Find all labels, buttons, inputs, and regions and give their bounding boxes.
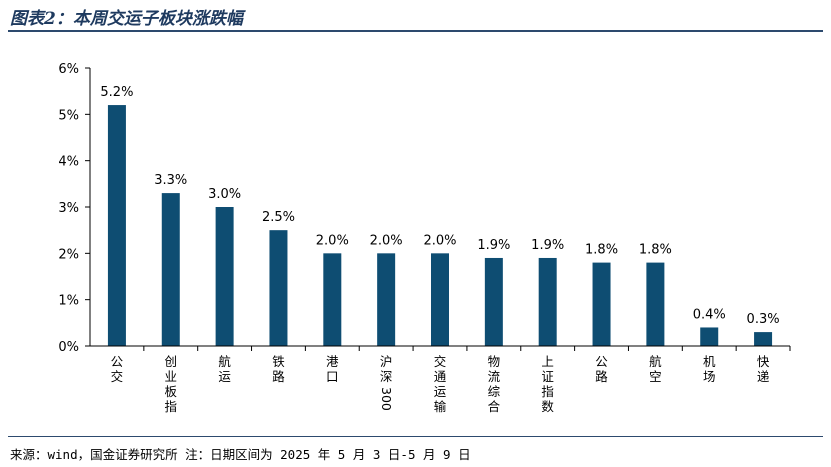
y-axis: 0% 1% 2% 3% 4% 5% 6% [58,62,91,355]
data-label: 1.8% [585,243,618,258]
category-label: 上证指数 [541,354,554,414]
category-label: 创业板指 [165,354,178,414]
data-labels: 5.2% 3.3% 3.0% 2.5% 2.0% 2.0% 2.0% 1.9% 1.9% 1.8%… [100,85,779,327]
category-label: 航空 [649,354,662,384]
category-label: 交通运输 [434,354,447,414]
bar [754,332,773,346]
y-tick-label: 6% [58,62,79,77]
bar [431,253,449,346]
footer-rule [8,436,823,437]
category-label: 公交 [111,354,124,384]
bar [161,193,180,346]
y-tick-label: 2% [58,247,79,262]
y-tick-label: 4% [58,155,79,170]
bar [107,105,126,346]
data-label: 2.0% [370,233,403,248]
bar [269,230,288,346]
y-tick-label: 0% [58,340,79,355]
y-tick-label: 1% [58,294,79,309]
category-label: 物流综合 [488,354,501,414]
bar [538,257,557,346]
data-label: 2.0% [423,233,456,248]
data-label: 2.5% [262,210,295,225]
bar [592,262,611,346]
category-label: 沪深 [380,354,393,384]
bar [700,327,719,346]
bars [107,105,773,346]
bar [377,253,396,346]
category-label: 航运 [218,354,231,384]
title-rule [8,30,823,32]
category-label-digits: 300 [379,387,394,411]
bar-chart: 0% 1% 2% 3% 4% 5% 6% 5.2% 3.3% 3.0% 2.5% 2.0% 2.0% 2… [58,62,791,414]
bar [646,262,665,346]
data-label: 3.0% [208,187,241,202]
data-label: 2.0% [316,233,349,248]
data-label: 1.9% [477,238,510,253]
source-note: 来源：wind，国金证券研究所 注：日期区间为 2025 年 5 月 3 日-5… [10,447,471,462]
data-label: 0.4% [693,307,726,322]
y-tick-label: 5% [58,108,79,123]
bar [323,253,342,346]
figure-title: 图表2：本周交运子板块涨跌幅 [10,9,243,29]
data-label: 1.8% [639,243,672,258]
category-label: 公路 [595,354,608,384]
category-label: 铁路 [272,354,285,384]
category-labels: 公交 创业板指 航运 铁路 港口 沪深 300 交通运输 物流综合 上证指数 公路 航空 机场 快递 [111,346,791,414]
category-label: 港口 [326,354,339,384]
data-label: 5.2% [100,85,133,100]
data-label: 1.9% [531,238,564,253]
category-label: 机场 [703,354,716,384]
y-tick-label: 3% [58,201,79,216]
data-label: 3.3% [154,173,187,188]
data-label: 0.3% [747,312,780,327]
bar [215,207,234,346]
bar [484,257,503,346]
category-label: 快递 [757,354,770,384]
